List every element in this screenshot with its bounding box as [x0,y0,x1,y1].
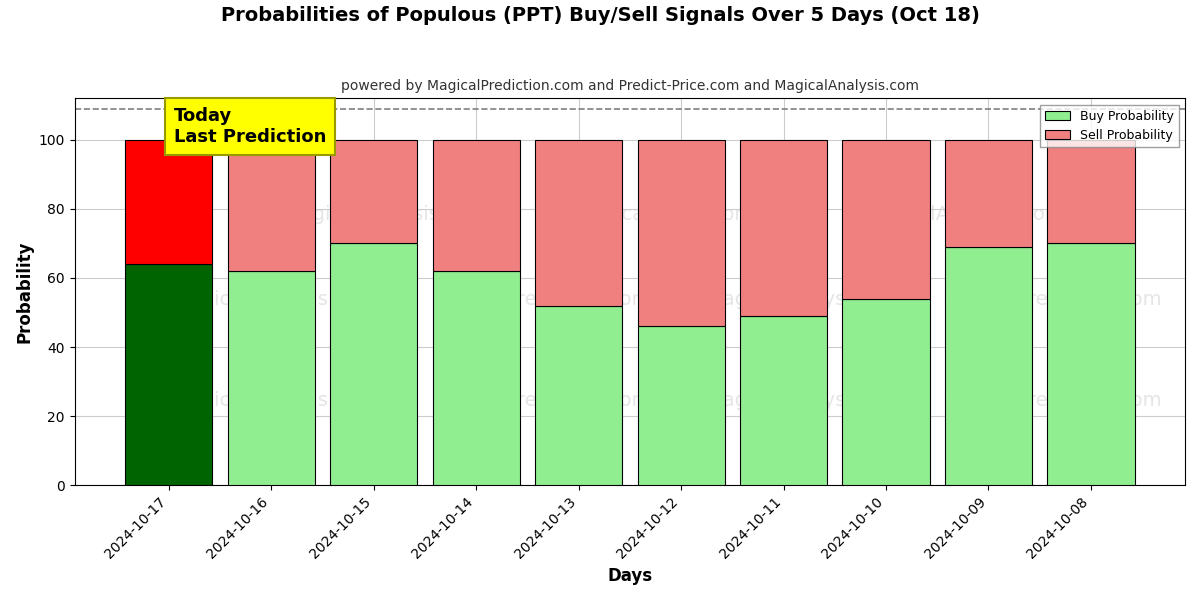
Title: powered by MagicalPrediction.com and Predict-Price.com and MagicalAnalysis.com: powered by MagicalPrediction.com and Pre… [341,79,919,93]
Bar [330,140,418,244]
Bar [125,264,212,485]
X-axis label: Days: Days [607,567,653,585]
Bar [125,140,212,264]
Text: Probabilities of Populous (PPT) Buy/Sell Signals Over 5 Days (Oct 18): Probabilities of Populous (PPT) Buy/Sell… [221,6,979,25]
Bar [740,140,827,316]
Bar [637,326,725,485]
Bar [1048,244,1134,485]
Bar [330,244,418,485]
Bar [842,140,930,299]
Text: MagicalAnalysis.com: MagicalAnalysis.com [862,205,1064,224]
Bar [535,140,622,305]
Bar [432,140,520,271]
Bar [740,316,827,485]
Text: MagicalAnalysis.com: MagicalAnalysis.com [173,290,376,309]
Text: MagicalAnalysis.com: MagicalAnalysis.com [173,391,376,410]
Text: MagicalPrediction.com: MagicalPrediction.com [576,205,796,224]
Bar [535,305,622,485]
Text: MagicalPrediction.com: MagicalPrediction.com [431,290,650,309]
Text: MagicalAnalysis.com: MagicalAnalysis.com [706,290,908,309]
Legend: Buy Probability, Sell Probability: Buy Probability, Sell Probability [1040,104,1178,147]
Text: MagicalAnalysis.com: MagicalAnalysis.com [706,391,908,410]
Bar [944,140,1032,247]
Y-axis label: Probability: Probability [16,241,34,343]
Bar [228,140,314,271]
Text: MagicalPrediction.com: MagicalPrediction.com [942,290,1162,309]
Bar [842,299,930,485]
Bar [228,271,314,485]
Bar [432,271,520,485]
Bar [637,140,725,326]
Bar [944,247,1032,485]
Text: MagicalAnalysis.com: MagicalAnalysis.com [284,205,487,224]
Text: Today
Last Prediction: Today Last Prediction [174,107,326,146]
Text: MagicalPrediction.com: MagicalPrediction.com [942,391,1162,410]
Bar [1048,140,1134,244]
Text: MagicalPrediction.com: MagicalPrediction.com [431,391,650,410]
